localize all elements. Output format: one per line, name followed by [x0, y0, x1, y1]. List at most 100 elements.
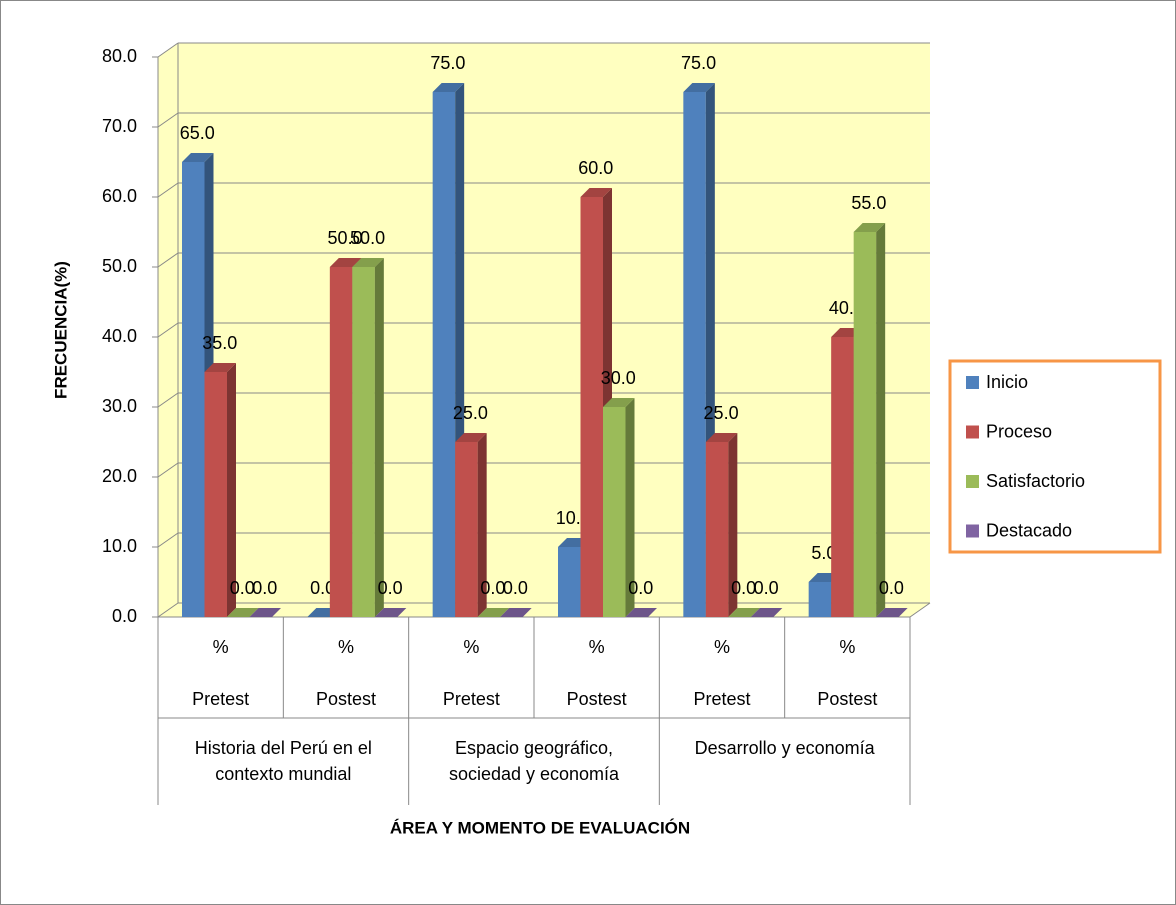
y-tick-depth: [157, 252, 179, 268]
y-tick-depth: [157, 462, 179, 478]
value-label: 30.0: [601, 368, 636, 388]
y-tick-depth: [157, 42, 179, 58]
bar-top: [853, 223, 886, 232]
bar-top: [728, 608, 760, 617]
x-tick-label: %: [589, 637, 605, 657]
group-label: Desarrollo y economía: [694, 738, 875, 758]
bar-side: [625, 398, 635, 617]
value-label: 35.0: [202, 333, 237, 353]
y-tick-depth: [157, 322, 179, 338]
x-tick-label: Postest: [567, 689, 627, 709]
bar-front: [831, 337, 854, 617]
x-tick-label: %: [338, 637, 354, 657]
y-tick-depth: [157, 112, 179, 128]
bar-top: [329, 258, 362, 267]
legend-label: Inicio: [986, 372, 1028, 392]
value-label: 75.0: [681, 53, 716, 73]
value-label: 0.0: [310, 578, 335, 598]
bar-top: [455, 433, 487, 442]
legend-label: Destacado: [986, 520, 1072, 540]
legend-label: Proceso: [986, 421, 1052, 441]
bar-top: [374, 608, 407, 617]
value-label: 60.0: [578, 158, 613, 178]
y-tick-label: 0.0: [112, 606, 137, 626]
value-label: 50.0: [328, 228, 363, 248]
value-label: 0.0: [879, 578, 904, 598]
bar-top: [204, 363, 236, 372]
legend-swatch: [966, 524, 979, 538]
value-label: 65.0: [180, 123, 215, 143]
value-label: 50.0: [350, 228, 385, 248]
bar-top: [625, 608, 657, 617]
bar-top: [750, 608, 783, 617]
value-label: 25.0: [704, 403, 739, 423]
value-label: 75.0: [430, 53, 465, 73]
bar-side: [477, 433, 487, 617]
legend-swatch: [966, 376, 979, 389]
x-tick-label: Pretest: [192, 689, 249, 709]
bar-side: [227, 363, 236, 617]
x-tick-label: %: [839, 637, 855, 657]
bar-front: [683, 92, 706, 617]
x-tick-label: Pretest: [443, 689, 500, 709]
bar-top: [500, 608, 532, 617]
x-tick-label: Postest: [817, 689, 877, 709]
y-tick-label: 20.0: [102, 466, 137, 486]
bar-top: [182, 153, 214, 162]
bar-top: [432, 83, 465, 92]
y-tick-label: 10.0: [102, 536, 137, 556]
bar-top: [227, 608, 259, 617]
y-tick-label: 40.0: [102, 326, 137, 346]
y-tick-depth: [157, 532, 179, 548]
legend-swatch: [966, 475, 979, 488]
value-label: 0.0: [731, 578, 756, 598]
value-label: 0.0: [628, 578, 653, 598]
bar-top: [580, 188, 612, 197]
x-tick-label: Postest: [316, 689, 376, 709]
x-tick-label: %: [714, 637, 730, 657]
y-axis-title: FRECUENCIA(%): [51, 261, 70, 399]
bar-front: [455, 442, 478, 617]
group-label: Historia del Perú en el contexto mundial: [194, 738, 372, 784]
bar-side: [374, 258, 384, 617]
y-tick-label: 50.0: [102, 256, 137, 276]
bar-front: [329, 267, 353, 617]
bar-front: [204, 372, 227, 617]
bar-front: [603, 407, 626, 617]
y-tick-label: 80.0: [102, 46, 137, 66]
value-label: 25.0: [453, 403, 488, 423]
y-tick-label: 60.0: [102, 186, 137, 206]
x-axis-title: ÁREA Y MOMENTO DE EVALUACIÓN: [390, 818, 690, 837]
y-tick-depth: [157, 392, 179, 408]
bar-front: [808, 582, 832, 617]
bar-top: [683, 83, 715, 92]
bar-top: [705, 433, 738, 442]
plot-area: [158, 43, 930, 617]
x-tick-label: Pretest: [693, 689, 750, 709]
bar-front: [580, 197, 603, 617]
bar-top: [876, 608, 908, 617]
legend-box: [948, 359, 1162, 554]
y-tick-label: 70.0: [102, 116, 137, 136]
legend-swatch: [966, 425, 979, 439]
y-tick-label: 30.0: [102, 396, 137, 416]
value-label: 0.0: [503, 578, 528, 598]
value-label: 5.0: [811, 543, 836, 563]
bar-top: [249, 608, 281, 617]
legend-label: Satisfactorio: [986, 471, 1085, 491]
x-axis-depth: [909, 602, 931, 618]
bar-front: [182, 162, 205, 617]
bar-side: [876, 223, 886, 617]
value-label: 0.0: [252, 578, 277, 598]
value-label: 55.0: [851, 193, 886, 213]
x-tick-label: %: [463, 637, 479, 657]
value-label: 0.0: [754, 578, 779, 598]
value-label: 0.0: [378, 578, 403, 598]
bar-front: [853, 232, 877, 617]
bar-top: [603, 398, 635, 407]
bar-side: [728, 433, 738, 617]
value-label: 0.0: [230, 578, 255, 598]
x-tick-label: %: [213, 637, 229, 657]
